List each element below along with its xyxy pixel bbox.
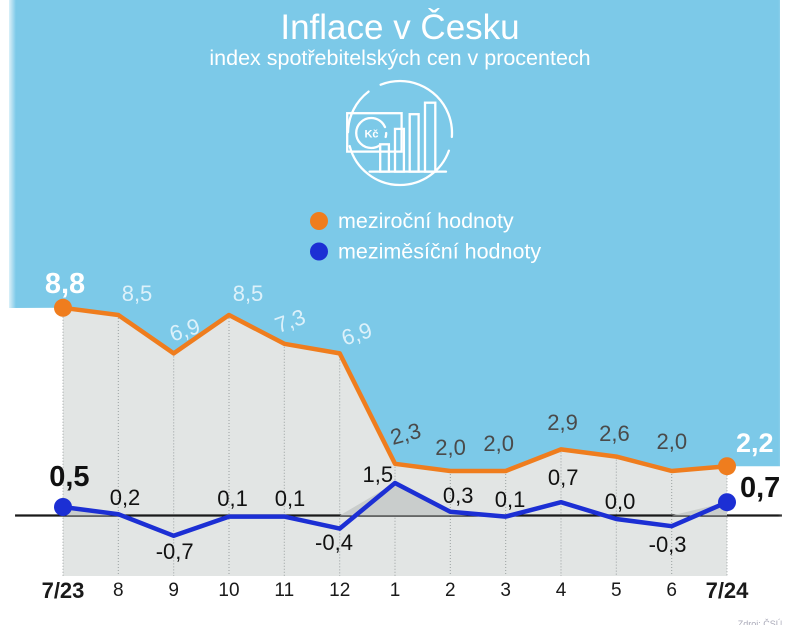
svg-text:8: 8	[113, 580, 124, 601]
svg-text:0,7: 0,7	[548, 465, 579, 490]
svg-text:0,7: 0,7	[740, 472, 780, 504]
svg-text:2,0: 2,0	[435, 435, 466, 460]
svg-text:1: 1	[390, 580, 401, 601]
svg-text:7/24: 7/24	[706, 578, 750, 603]
svg-text:7/23: 7/23	[42, 578, 85, 603]
svg-text:0,0: 0,0	[605, 489, 636, 514]
svg-text:6: 6	[666, 580, 677, 601]
svg-text:11: 11	[274, 580, 294, 601]
svg-text:9: 9	[168, 580, 179, 601]
svg-text:8,5: 8,5	[233, 281, 264, 306]
svg-text:-0,4: -0,4	[315, 530, 353, 555]
svg-text:-0,7: -0,7	[156, 539, 194, 564]
svg-text:2,6: 2,6	[599, 421, 630, 446]
svg-text:4: 4	[556, 580, 567, 601]
svg-text:12: 12	[329, 580, 350, 601]
svg-text:8,5: 8,5	[122, 281, 153, 306]
svg-text:2,0: 2,0	[483, 431, 514, 456]
svg-text:2: 2	[445, 580, 456, 601]
svg-text:2,9: 2,9	[547, 410, 578, 435]
svg-text:0,3: 0,3	[443, 483, 474, 508]
svg-text:index spotřebitelských cen v p: index spotřebitelských cen v procentech	[209, 46, 590, 70]
svg-text:meziměsíční hodnoty: meziměsíční hodnoty	[338, 240, 541, 264]
svg-text:3: 3	[500, 580, 511, 601]
svg-text:0,2: 0,2	[110, 485, 141, 510]
svg-text:2,2: 2,2	[736, 428, 774, 458]
svg-text:0,1: 0,1	[275, 486, 306, 511]
svg-text:-0,3: -0,3	[649, 532, 687, 557]
svg-text:10: 10	[218, 580, 239, 601]
svg-text:0,1: 0,1	[495, 487, 526, 512]
svg-text:8,8: 8,8	[45, 268, 85, 300]
svg-text:1,5: 1,5	[363, 462, 394, 487]
svg-text:2,0: 2,0	[657, 429, 688, 454]
svg-text:Zdroj: ČSÚ: Zdroj: ČSÚ	[738, 619, 783, 625]
svg-text:Kč: Kč	[364, 129, 378, 141]
svg-text:0,5: 0,5	[49, 461, 89, 493]
svg-text:5: 5	[611, 580, 622, 601]
svg-text:0,1: 0,1	[217, 486, 248, 511]
svg-text:Inflace v Česku: Inflace v Česku	[280, 8, 519, 47]
svg-text:mezi­roční hodnoty: mezi­roční hodnoty	[338, 209, 514, 233]
